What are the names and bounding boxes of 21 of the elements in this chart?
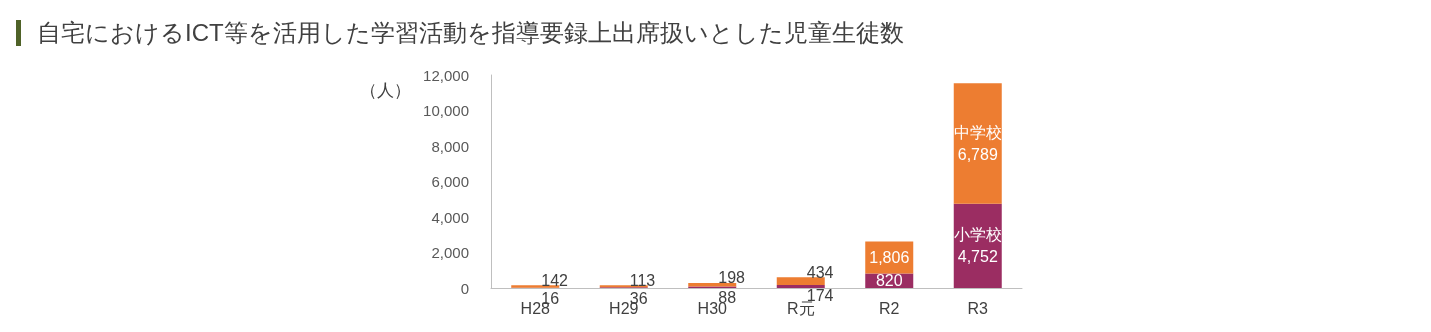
y-tick-label: 6,000 [431, 173, 469, 190]
data-label: 6,789 [957, 145, 998, 163]
x-tick-label: R3 [967, 299, 989, 317]
chart-title: 自宅におけるICT等を活用した学習活動を指導要録上出席扱いとした児童生徒数 [16, 19, 904, 46]
y-tick-label: 8,000 [431, 137, 469, 155]
y-tick-label: 10,000 [423, 102, 469, 119]
y-axis-title: （人） [360, 81, 411, 100]
data-label: 198 [718, 269, 746, 287]
data-label: 142 [541, 271, 569, 289]
y-tick-label: 12,000 [423, 66, 469, 84]
data-label: 1,806 [869, 248, 910, 266]
data-label: 4,752 [957, 248, 998, 266]
series-label: 小学校 [953, 226, 1002, 244]
y-tick-label: 0 [460, 279, 469, 297]
x-tick-label: R2 [879, 299, 900, 317]
data-label: 820 [875, 272, 903, 290]
y-tick-label: 4,000 [431, 208, 469, 226]
data-label: 113 [629, 271, 656, 289]
data-label: 434 [806, 263, 834, 281]
y-tick-label: 2,000 [431, 244, 469, 261]
series-label: 中学校 [953, 123, 1002, 141]
